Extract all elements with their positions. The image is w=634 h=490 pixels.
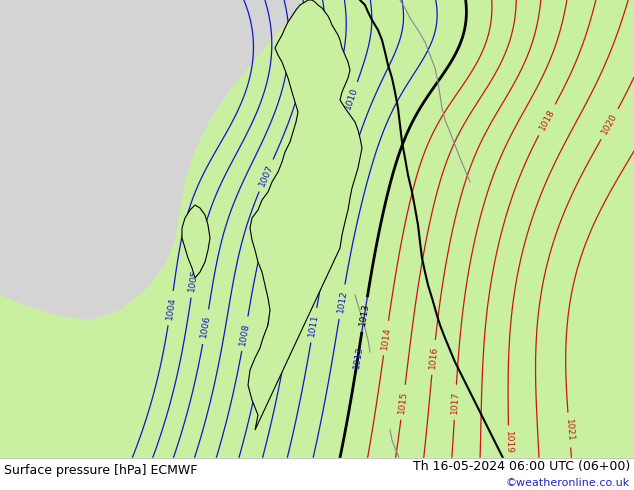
Text: 1013: 1013	[352, 345, 364, 369]
Text: 1005: 1005	[188, 268, 200, 293]
Text: 1015: 1015	[397, 391, 409, 414]
Text: 1017: 1017	[450, 391, 460, 414]
Text: 1007: 1007	[257, 163, 275, 188]
Text: 1008: 1008	[238, 322, 251, 346]
Text: 1018: 1018	[538, 108, 556, 132]
Text: 1019: 1019	[504, 431, 514, 455]
Polygon shape	[0, 0, 180, 265]
Text: ©weatheronline.co.uk: ©weatheronline.co.uk	[506, 478, 630, 488]
Text: Th 16-05-2024 06:00 UTC (06+00): Th 16-05-2024 06:00 UTC (06+00)	[413, 461, 630, 473]
Polygon shape	[182, 205, 210, 278]
Text: 1009: 1009	[297, 164, 313, 188]
Text: 1010: 1010	[344, 86, 359, 111]
Text: 1013: 1013	[358, 302, 371, 327]
Text: Surface pressure [hPa] ECMWF: Surface pressure [hPa] ECMWF	[4, 464, 197, 477]
Polygon shape	[248, 0, 362, 430]
Text: 1016: 1016	[428, 345, 439, 369]
Text: 1014: 1014	[380, 326, 392, 350]
Text: 1004: 1004	[165, 296, 177, 320]
Text: 1020: 1020	[600, 112, 619, 136]
Text: 1012: 1012	[335, 290, 348, 314]
Polygon shape	[0, 0, 300, 320]
Text: 1006: 1006	[199, 315, 212, 339]
Text: 1011: 1011	[307, 313, 320, 337]
Text: 1021: 1021	[564, 418, 574, 442]
